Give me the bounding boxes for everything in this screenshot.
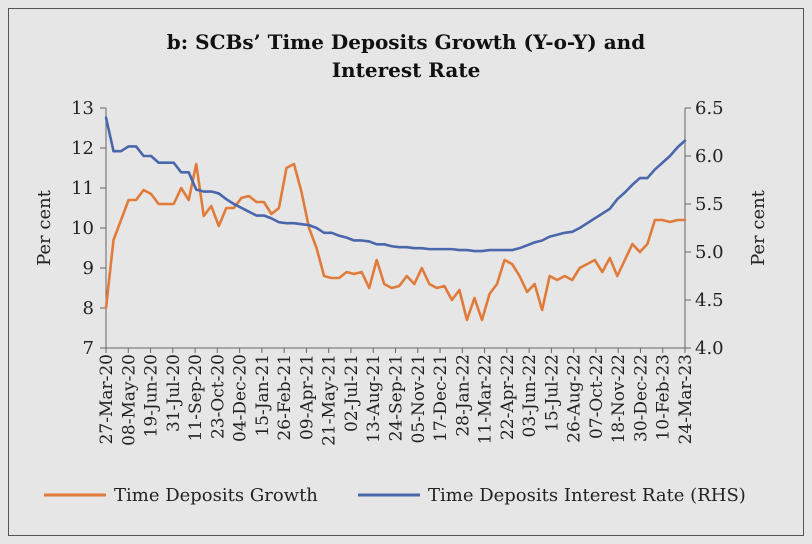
x-tick-label: 08-May-20 xyxy=(119,354,139,446)
left-tick-label: 8 xyxy=(83,298,94,319)
right-tick-label: 6.5 xyxy=(695,98,724,119)
x-tick-label: 11-Mar-22 xyxy=(476,354,496,444)
right-tick-label: 4.5 xyxy=(695,290,724,311)
right-axis-label: Per cent xyxy=(748,189,769,266)
left-axis-label: Per cent xyxy=(34,189,55,266)
legend-label-interest-rate: Time Deposits Interest Rate (RHS) xyxy=(428,485,746,506)
x-tick-label: 15-Jan-21 xyxy=(253,354,273,437)
x-tick-label: 23-Oct-20 xyxy=(208,354,228,439)
x-tick-label: 17-Dec-21 xyxy=(431,354,451,442)
left-tick-label: 9 xyxy=(83,258,94,279)
left-tick-label: 7 xyxy=(83,338,94,359)
x-tick-label: 10-Feb-23 xyxy=(654,354,674,441)
x-tick-label: 11-Sep-20 xyxy=(186,354,206,441)
x-tick-label: 26-Aug-22 xyxy=(565,354,585,443)
left-axis-ticks: 7 8 9 10 11 12 13 xyxy=(71,98,106,359)
x-tick-label: 04-Dec-20 xyxy=(231,354,251,442)
x-tick-label: 02-Jul-21 xyxy=(342,354,362,432)
series-line-time-deposits-growth xyxy=(104,162,687,322)
x-tick-label: 28-Jan-22 xyxy=(453,354,473,437)
x-tick-label: 07-Oct-22 xyxy=(587,354,607,439)
legend: Time Deposits Growth Time Deposits Inter… xyxy=(44,485,746,506)
chart-axes xyxy=(105,108,686,349)
right-tick-label: 5.0 xyxy=(695,242,724,263)
x-tick-label: 31-Jul-20 xyxy=(164,354,184,432)
right-axis-ticks: 4.0 4.5 5.0 5.5 6.0 6.5 xyxy=(685,98,724,359)
series-line-interest-rate xyxy=(104,116,687,253)
chart-frame xyxy=(8,8,804,536)
x-tick-label: 18-Nov-22 xyxy=(609,354,629,443)
x-tick-label: 19-Jun-20 xyxy=(142,354,162,437)
x-tick-label: 26-Feb-21 xyxy=(275,354,295,441)
x-tick-label: 27-Mar-20 xyxy=(97,354,117,444)
right-tick-label: 4.0 xyxy=(695,338,724,359)
left-tick-label: 10 xyxy=(71,218,94,239)
x-tick-label: 15-Jul-22 xyxy=(542,354,562,432)
x-tick-label: 21-May-21 xyxy=(320,354,340,446)
left-tick-label: 12 xyxy=(71,138,94,159)
x-tick-label: 13-Aug-21 xyxy=(364,354,384,443)
legend-label-time-deposits-growth: Time Deposits Growth xyxy=(114,485,318,506)
x-tick-label: 05-Nov-21 xyxy=(409,354,429,443)
chart-title-line-2: Interest Rate xyxy=(331,58,481,82)
left-tick-label: 13 xyxy=(71,98,94,119)
x-tick-label: 30-Dec-22 xyxy=(631,354,651,442)
x-tick-label: 24-Sep-21 xyxy=(387,354,407,441)
right-tick-label: 5.5 xyxy=(695,194,724,215)
x-tick-label: 03-Jun-22 xyxy=(520,354,540,437)
series-layer xyxy=(104,116,687,322)
x-tick-label: 09-Apr-21 xyxy=(297,354,317,440)
chart-title-line-1: b: SCBs’ Time Deposits Growth (Y-o-Y) an… xyxy=(166,30,646,54)
right-tick-label: 6.0 xyxy=(695,146,724,167)
x-tick-label: 22-Apr-22 xyxy=(498,354,518,440)
left-tick-label: 11 xyxy=(71,178,94,199)
x-axis-ticks: 27-Mar-20 08-May-20 19-Jun-20 31-Jul-20 11-S… xyxy=(97,348,696,446)
x-tick-label: 24-Mar-23 xyxy=(676,354,696,444)
